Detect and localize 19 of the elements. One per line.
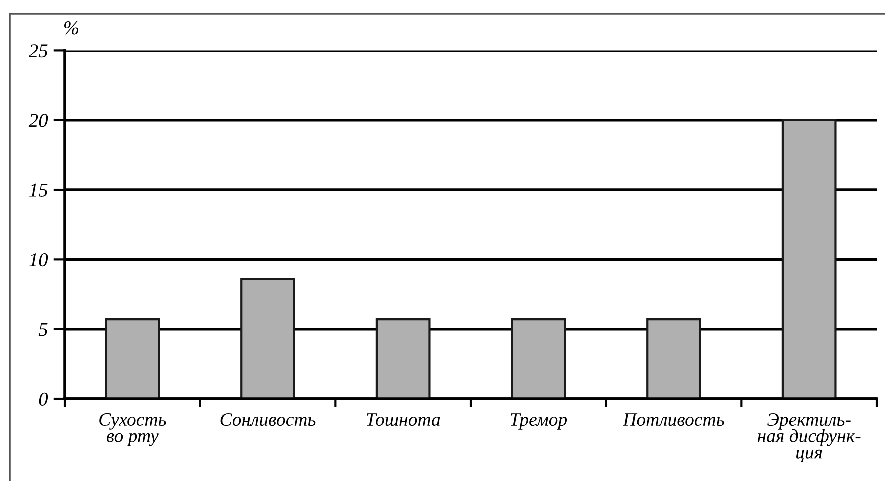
- y-tick-label: 25: [28, 44, 48, 58]
- y-tick-label: 0: [39, 392, 48, 406]
- y-axis-title: %: [64, 22, 78, 35]
- x-tick-label: Сухость во рту: [100, 413, 166, 446]
- y-tick-label: 15: [30, 184, 48, 197]
- y-tick-label: 10: [30, 253, 48, 267]
- bar: [240, 278, 296, 399]
- x-tick-label: Сонливость: [220, 413, 316, 426]
- x-tick-label: Эректиль- ная дисфунк- ция: [758, 413, 861, 462]
- y-tick-label: 5: [38, 323, 48, 336]
- bar: [782, 119, 837, 399]
- x-tick-label: Потливость: [623, 414, 724, 426]
- bar: [376, 318, 431, 399]
- bar: [105, 318, 160, 399]
- y-tick-label: 20: [28, 114, 48, 128]
- x-tick-label: Тошнота: [367, 414, 440, 426]
- x-tick-label: Тремор: [510, 414, 568, 430]
- bar: [511, 318, 566, 399]
- bar: [646, 318, 702, 399]
